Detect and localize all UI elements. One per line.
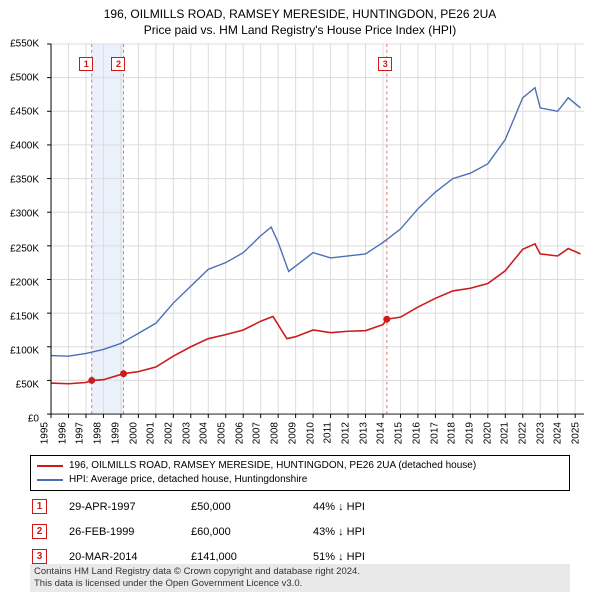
- y-tick-label: £500K: [10, 73, 39, 84]
- y-tick-label: £250K: [10, 243, 39, 254]
- x-tick-label: 2005: [217, 422, 228, 452]
- plot-marker-2: 2: [111, 57, 125, 71]
- x-tick-label: 2015: [394, 422, 405, 452]
- marker-row: 2 26-FEB-1999 £60,000 43% ↓ HPI: [30, 519, 570, 544]
- plot-marker-1: 1: [79, 57, 93, 71]
- x-tick-label: 2022: [518, 422, 529, 452]
- x-tick-label: 2019: [464, 422, 475, 452]
- marker-date: 26-FEB-1999: [69, 526, 169, 538]
- marker-number-box: 2: [32, 524, 47, 539]
- x-tick-label: 2001: [146, 422, 157, 452]
- y-tick-label: £0: [28, 414, 39, 425]
- marker-diff: 43% ↓ HPI: [313, 526, 413, 538]
- x-tick-label: 2020: [482, 422, 493, 452]
- x-tick-label: 1999: [110, 422, 121, 452]
- plot-area: 1 2 3: [45, 44, 585, 419]
- x-tick-label: 2011: [323, 422, 334, 452]
- x-tick-label: 2018: [447, 422, 458, 452]
- x-tick-label: 1998: [93, 422, 104, 452]
- y-tick-label: £350K: [10, 175, 39, 186]
- marker-date: 29-APR-1997: [69, 501, 169, 513]
- x-tick-label: 1997: [75, 422, 86, 452]
- x-tick-label: 2013: [358, 422, 369, 452]
- y-tick-label: £150K: [10, 311, 39, 322]
- x-tick-label: 2004: [199, 422, 210, 452]
- x-tick-label: 1995: [40, 422, 51, 452]
- marker-price: £50,000: [191, 501, 291, 513]
- x-tick-label: 2016: [411, 422, 422, 452]
- x-tick-label: 2003: [181, 422, 192, 452]
- title-line-1: 196, OILMILLS ROAD, RAMSEY MERESIDE, HUN…: [0, 6, 600, 22]
- chart-svg: [45, 44, 585, 419]
- legend-row-price: 196, OILMILLS ROAD, RAMSEY MERESIDE, HUN…: [37, 459, 563, 473]
- y-axis-labels: £0£50K£100K£150K£200K£250K£300K£350K£400…: [0, 44, 42, 419]
- y-tick-label: £50K: [16, 379, 39, 390]
- markers-table: 1 29-APR-1997 £50,000 44% ↓ HPI 2 26-FEB-1999…: [30, 494, 570, 569]
- legend-swatch-hpi: [37, 479, 63, 481]
- x-tick-label: 2006: [234, 422, 245, 452]
- x-tick-label: 2017: [429, 422, 440, 452]
- legend-row-hpi: HPI: Average price, detached house, Hunt…: [37, 473, 563, 487]
- y-tick-label: £400K: [10, 141, 39, 152]
- footer-line-1: Contains HM Land Registry data © Crown c…: [34, 566, 566, 578]
- x-tick-label: 2025: [571, 422, 582, 452]
- marker-row: 1 29-APR-1997 £50,000 44% ↓ HPI: [30, 494, 570, 519]
- marker-date: 20-MAR-2014: [69, 551, 169, 563]
- x-tick-label: 2024: [553, 422, 564, 452]
- y-tick-label: £200K: [10, 277, 39, 288]
- x-axis-labels: 1995199619971998199920002001200220032004…: [45, 422, 585, 454]
- chart-container: 196, OILMILLS ROAD, RAMSEY MERESIDE, HUN…: [0, 0, 600, 590]
- y-tick-label: £450K: [10, 107, 39, 118]
- y-tick-label: £550K: [10, 39, 39, 50]
- marker-price: £141,000: [191, 551, 291, 563]
- titles: 196, OILMILLS ROAD, RAMSEY MERESIDE, HUN…: [0, 0, 600, 38]
- y-tick-label: £300K: [10, 209, 39, 220]
- plot-marker-3: 3: [378, 57, 392, 71]
- x-tick-label: 2014: [376, 422, 387, 452]
- x-tick-label: 2008: [270, 422, 281, 452]
- title-line-2: Price paid vs. HM Land Registry's House …: [0, 22, 600, 38]
- x-tick-label: 2021: [500, 422, 511, 452]
- marker-diff: 51% ↓ HPI: [313, 551, 413, 563]
- footer: Contains HM Land Registry data © Crown c…: [30, 564, 570, 592]
- y-tick-label: £100K: [10, 345, 39, 356]
- legend: 196, OILMILLS ROAD, RAMSEY MERESIDE, HUN…: [30, 455, 570, 491]
- x-tick-label: 2007: [252, 422, 263, 452]
- legend-swatch-price: [37, 465, 63, 467]
- x-tick-label: 2002: [163, 422, 174, 452]
- x-tick-label: 2010: [305, 422, 316, 452]
- marker-price: £60,000: [191, 526, 291, 538]
- marker-diff: 44% ↓ HPI: [313, 501, 413, 513]
- x-tick-label: 2012: [340, 422, 351, 452]
- legend-label-price: 196, OILMILLS ROAD, RAMSEY MERESIDE, HUN…: [69, 459, 476, 473]
- x-tick-label: 2009: [287, 422, 298, 452]
- x-tick-label: 2023: [535, 422, 546, 452]
- x-tick-label: 2000: [128, 422, 139, 452]
- footer-line-2: This data is licensed under the Open Gov…: [34, 578, 566, 590]
- marker-number-box: 1: [32, 499, 47, 514]
- marker-number-box: 3: [32, 549, 47, 564]
- x-tick-label: 1996: [57, 422, 68, 452]
- legend-label-hpi: HPI: Average price, detached house, Hunt…: [69, 473, 307, 487]
